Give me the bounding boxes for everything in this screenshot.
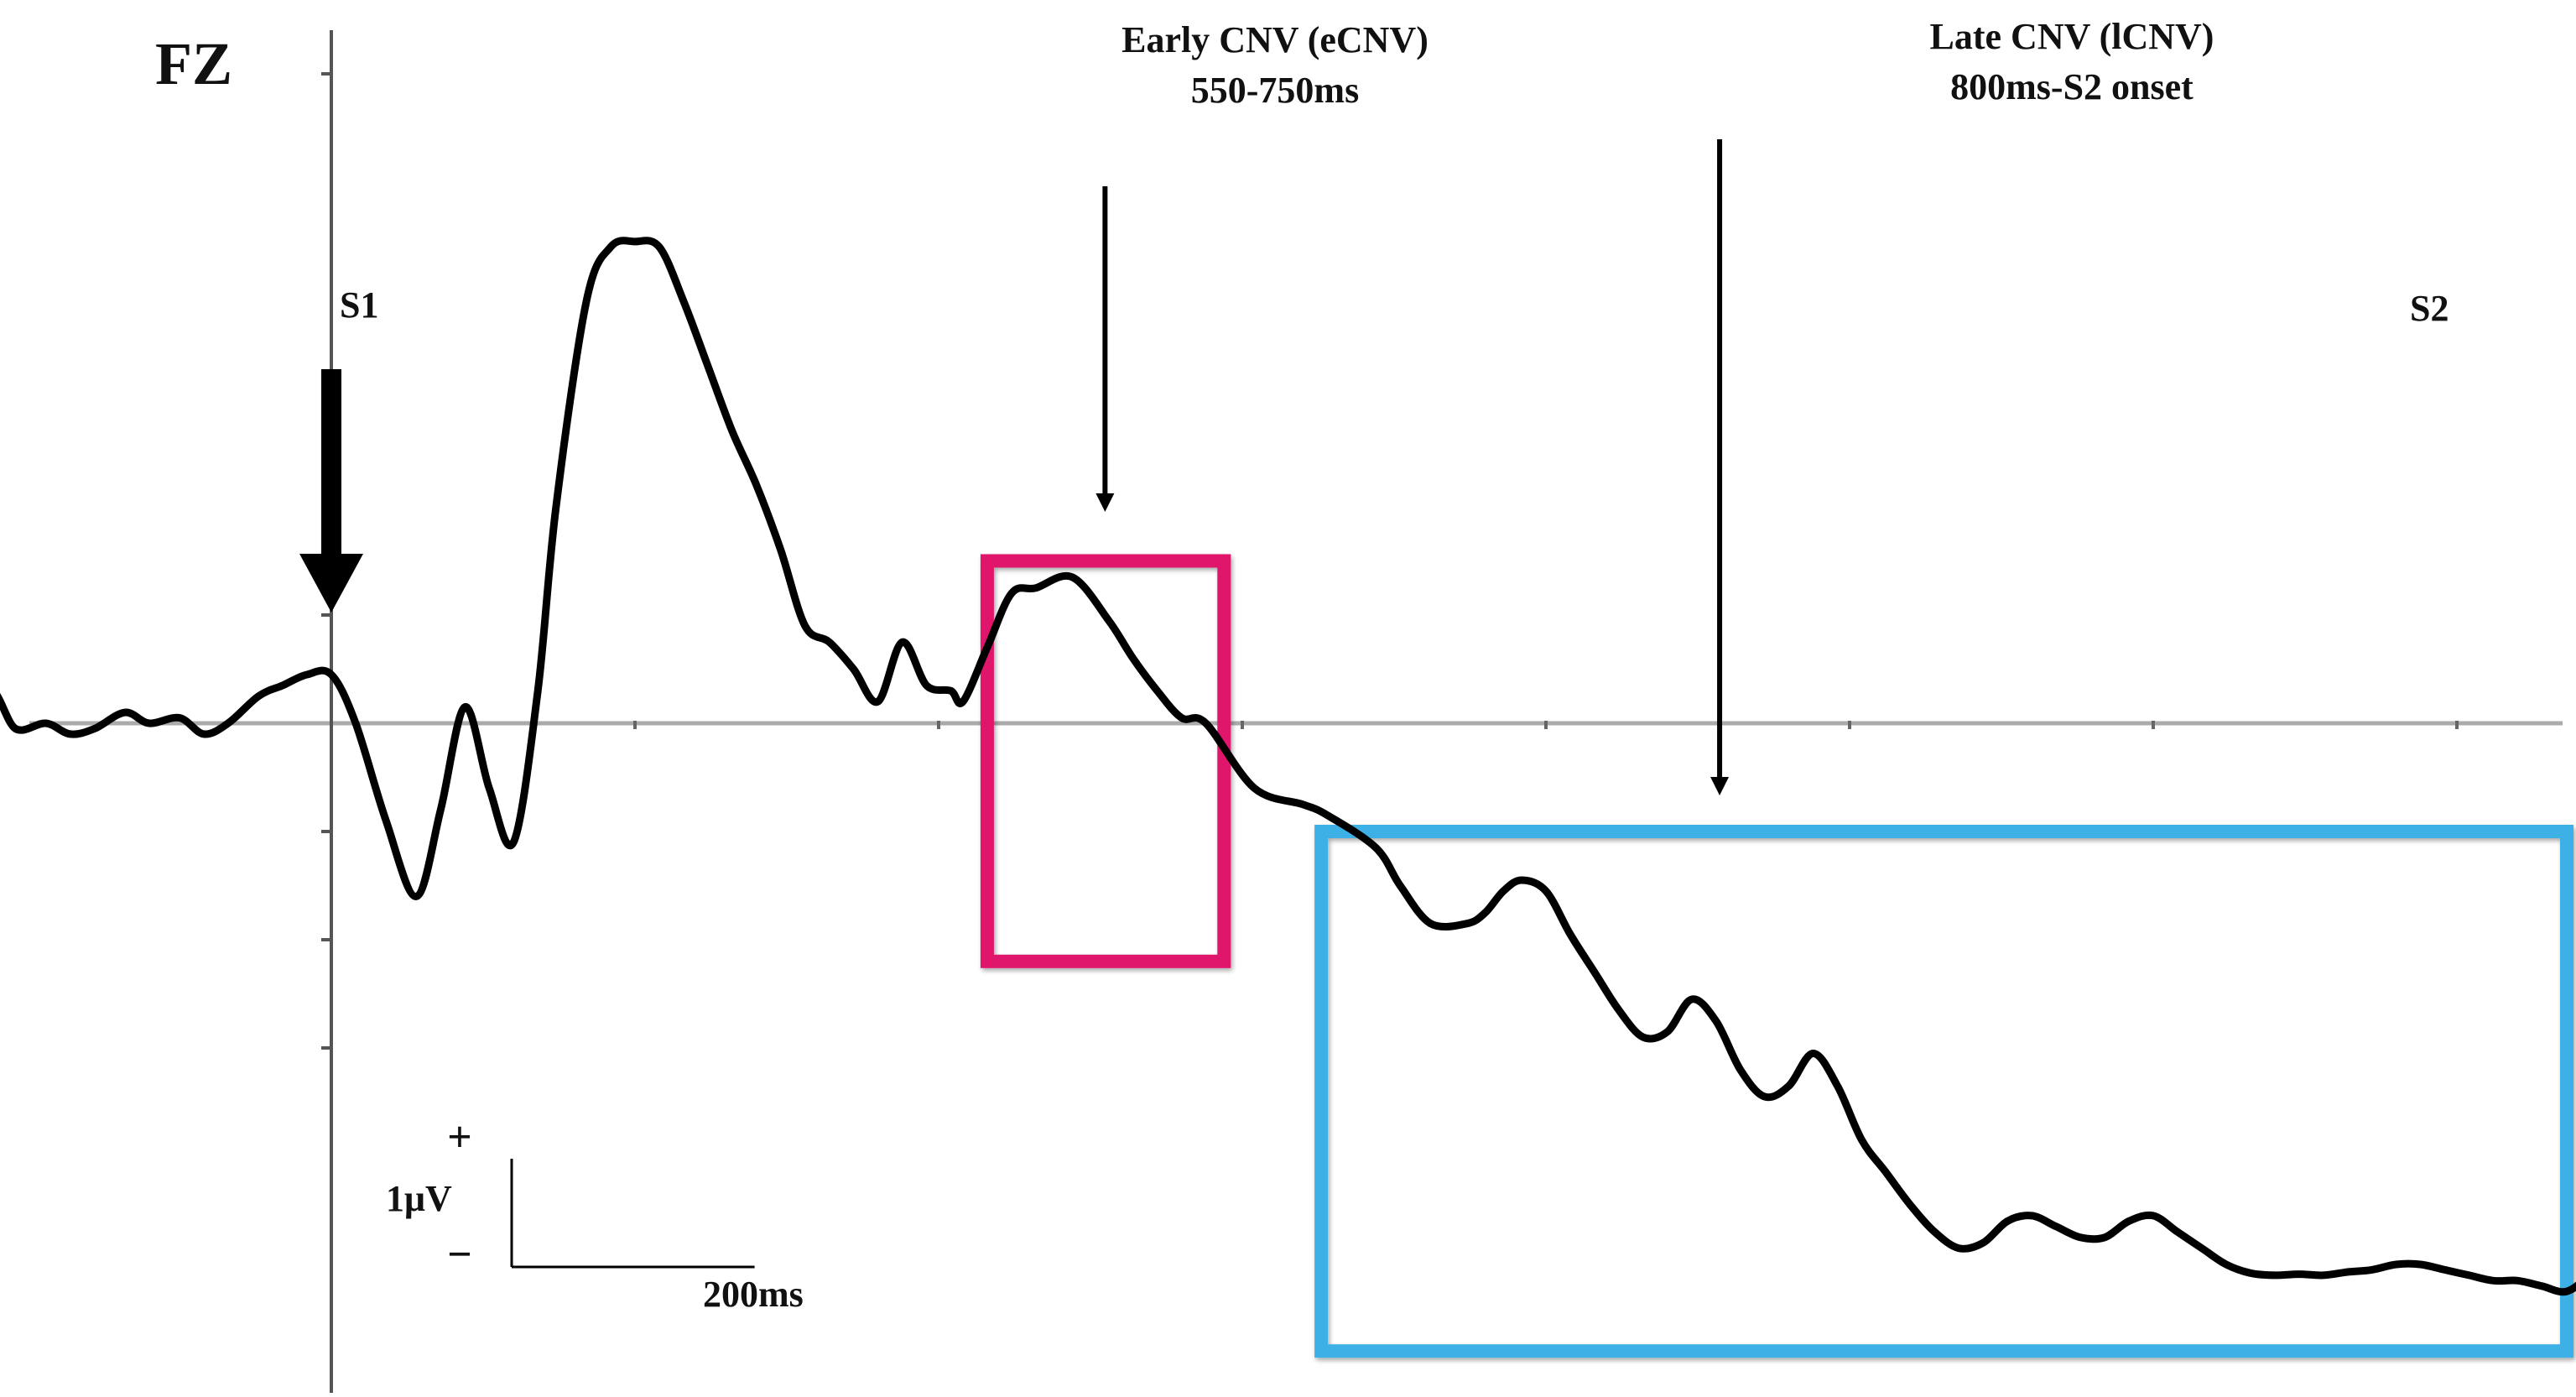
early-window-box bbox=[980, 554, 1231, 968]
early-window-label: Early CNV (eCNV) bbox=[1121, 19, 1429, 60]
trace-layer bbox=[0, 237, 2576, 1296]
scale-bar-amplitude: 1μV bbox=[386, 1178, 452, 1219]
window-boxes-layer bbox=[980, 554, 2573, 1358]
late-window-range: 800ms-S2 onset bbox=[1950, 66, 2194, 107]
stimulus-arrow-shaft-s1 bbox=[321, 369, 341, 555]
axes-layer bbox=[29, 30, 2563, 1393]
stimulus-arrow-head-s1 bbox=[299, 554, 363, 612]
marker-label-s1: S1 bbox=[340, 284, 378, 326]
chart-title: FZ bbox=[155, 30, 232, 97]
erp-trace-0 bbox=[0, 237, 2576, 1296]
scale-bar-duration: 200ms bbox=[703, 1274, 804, 1315]
marker-label-s2: S2 bbox=[2410, 288, 2449, 329]
scale-bar-minus: − bbox=[447, 1231, 472, 1279]
early-window-range: 550-750ms bbox=[1191, 70, 1359, 111]
arrows-layer bbox=[299, 139, 1730, 795]
scale-bar-plus: + bbox=[447, 1113, 472, 1161]
early-window-arrow-head bbox=[1095, 493, 1115, 512]
late-window-box bbox=[1314, 825, 2573, 1358]
late-window-label: Late CNV (lCNV) bbox=[1930, 16, 2214, 57]
late-window-arrow-head bbox=[1710, 777, 1730, 795]
